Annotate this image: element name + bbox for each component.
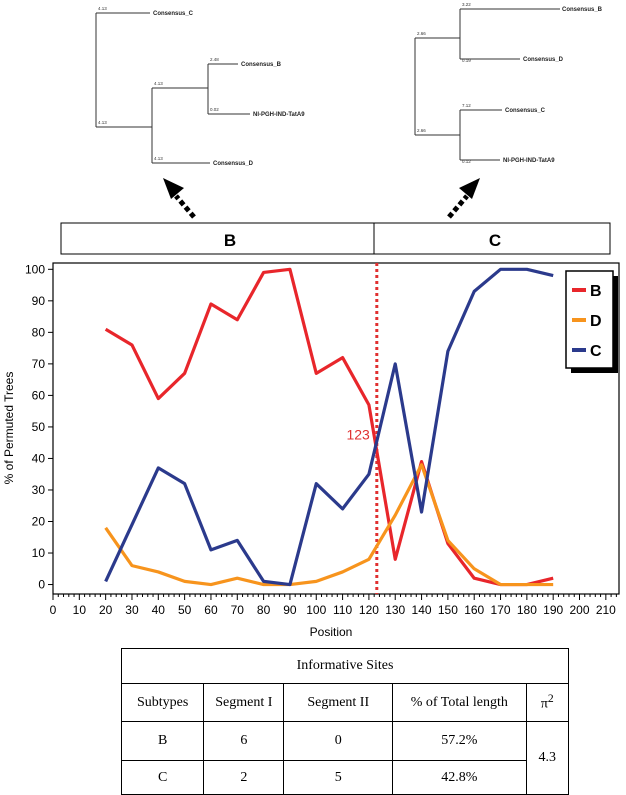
x-tick-label: 20 [99,603,113,617]
tree-left-leaf: Consensus_C [153,11,194,17]
tree-right-leaf: Consensus_D [523,57,564,63]
tree-right [414,8,560,161]
tree-left-leaf: NI-PGH-IND-TatA9 [253,112,305,118]
x-tick-label: 150 [438,603,458,617]
y-tick-label: 40 [32,451,46,465]
x-axis-title: Position [310,625,353,639]
tree-right-value: 2.66 [417,128,426,133]
x-tick-label: 100 [306,603,326,617]
y-tick-label: 30 [32,483,46,497]
x-tick-label: 120 [359,603,379,617]
x-tick-label: 210 [596,603,616,617]
tree-right-value: 0.19 [462,58,471,63]
tree-left-leaf: Consensus_B [241,62,282,68]
x-tick-label: 160 [464,603,484,617]
y-tick-label: 0 [38,578,45,592]
table-cell: B [120,721,205,761]
y-tick-label: 80 [32,325,46,339]
tree-left [95,12,250,164]
x-tick-label: 10 [73,603,87,617]
table-cell: 2 [203,760,285,795]
tree-right-value: 3.22 [462,2,471,7]
legend-label: C [590,343,602,360]
x-tick-label: 200 [569,603,589,617]
table-cell: 6 [203,721,285,761]
table-cell: 42.8% [391,760,527,795]
y-tick-label: 70 [32,357,46,371]
table-header: Segment II [283,683,393,722]
table-cell: 0 [283,721,393,761]
tree-right-value: 7.12 [462,103,471,108]
y-tick-label: 50 [32,420,46,434]
x-tick-label: 0 [50,603,57,617]
arrow-right [447,178,480,219]
y-tick-label: 100 [25,262,45,276]
y-tick-label: 10 [32,546,46,560]
tree-left-value: 4.13 [98,6,107,11]
x-tick-label: 140 [412,603,432,617]
x-tick-label: 130 [385,603,405,617]
y-axis-title: % of Permuted Trees [2,372,16,485]
table-header: Subtypes [120,683,205,722]
tree-left-value: 0.02 [210,107,219,112]
x-tick-label: 170 [491,603,511,617]
x-tick-label: 80 [257,603,271,617]
tree-right-leaf: NI-PGH-IND-TatA9 [503,158,555,164]
x-tick-label: 90 [283,603,297,617]
y-tick-label: 20 [32,514,46,528]
informative-sites-table: Informative Sites Subtypes Segment I Seg… [120,648,570,795]
table-header: % of Total length [391,683,527,722]
segment-label: C [489,231,501,250]
x-tick-label: 180 [517,603,537,617]
legend-label: B [590,283,602,300]
tree-left-value: 2.48 [210,57,219,62]
x-tick-label: 190 [543,603,563,617]
table-cell-pi: 4.3 [525,721,570,795]
tree-left-value: 4.13 [98,120,107,125]
series-lines [104,267,554,587]
arrow-left [163,178,196,219]
x-tick-label: 30 [125,603,139,617]
table-cell: 57.2% [391,721,527,761]
x-tick-label: 110 [333,603,352,617]
tree-left-leaf: Consensus_D [213,161,254,167]
series-line-b [104,267,554,587]
plot-frame [52,262,620,595]
x-tick-label: 70 [231,603,245,617]
tree-right-leaf: Consensus_C [505,108,546,114]
table-cell: 5 [283,760,393,795]
tree-left-value: 4.13 [154,156,163,161]
breakpoint-label: 123 [346,427,370,443]
y-tick-label: 60 [32,388,46,402]
y-tick-label: 90 [32,294,46,308]
table-cell: C [120,760,205,795]
legend: BDC [565,270,618,373]
legend-label: D [590,313,602,330]
figure: 4.13 2.48 4.13 0.02 4.13 4.13 Consensus_… [2,2,620,639]
table-header: Segment I [203,683,285,722]
table-title: Informative Sites [121,648,569,684]
segment-bar [60,222,611,255]
y-axis: 0 10 20 30 40 50 60 70 80 90 100 [25,262,53,592]
x-tick-label: 50 [178,603,192,617]
series-line-c [104,267,554,587]
tree-right-value: 2.66 [417,31,426,36]
segment-label: B [224,231,236,250]
tree-right-leaf: Consensus_B [562,7,603,13]
x-tick-label: 60 [204,603,218,617]
breakpoint: 123 [346,263,379,594]
series-line-d [104,463,554,587]
table-header-pi: π2 [525,683,570,722]
tree-left-value: 4.13 [154,81,163,86]
tree-right-value: 0.12 [462,159,471,164]
x-tick-label: 40 [152,603,166,617]
x-axis: 0 10 20 30 40 50 60 70 80 90 100 110 120 130 140 150 160… [50,594,617,617]
